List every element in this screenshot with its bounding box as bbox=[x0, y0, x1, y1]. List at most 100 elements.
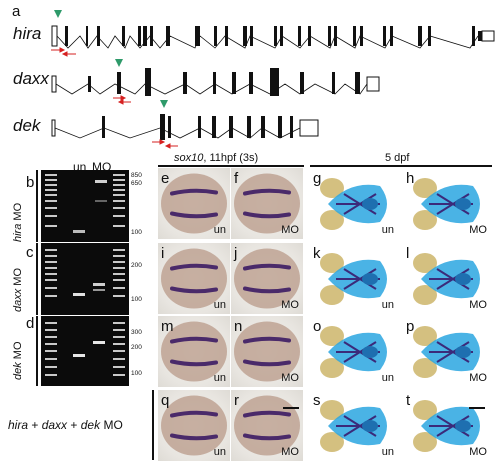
panel-letter-l: l bbox=[406, 245, 410, 262]
mo-target-arrowhead-daxx bbox=[115, 59, 123, 67]
panel-o: o un bbox=[310, 316, 398, 387]
panel-n: n MO bbox=[231, 316, 303, 387]
cartilage-core bbox=[455, 273, 471, 285]
embryo-shape bbox=[161, 173, 227, 234]
header-ish-gene: sox10 bbox=[174, 152, 204, 164]
panel-letter-r: r bbox=[234, 392, 239, 409]
condition-label-l: MO bbox=[469, 299, 487, 311]
panel-letter-s: s bbox=[313, 392, 321, 409]
panel-letter-d: d bbox=[26, 315, 35, 332]
condition-label-i: un bbox=[213, 299, 226, 311]
sox10-stain-stripe bbox=[243, 211, 291, 219]
embryo-shape bbox=[234, 321, 300, 382]
gel-row-label-hira-gene: hira bbox=[12, 223, 24, 242]
panel-letter-o: o bbox=[313, 318, 322, 335]
cartilage-core bbox=[455, 420, 471, 432]
eye-shape bbox=[320, 210, 344, 230]
eye-shape bbox=[413, 358, 437, 378]
eye-shape bbox=[320, 400, 344, 420]
panel-letter-m: m bbox=[161, 318, 174, 335]
gel-row-bracket-c bbox=[36, 243, 38, 315]
eye-shape bbox=[413, 326, 437, 346]
panel-letter-p: p bbox=[406, 318, 415, 335]
panel-letter-t: t bbox=[406, 392, 411, 409]
cartilage-core bbox=[455, 346, 471, 358]
gel-row-label-dek: dek MO bbox=[12, 341, 24, 380]
gene-label-hira: hira bbox=[13, 24, 42, 43]
panel-letter-n: n bbox=[234, 318, 243, 335]
combined-sep-2: + bbox=[67, 418, 81, 432]
gene-label-daxx: daxx bbox=[13, 69, 49, 88]
eye-shape bbox=[320, 285, 344, 305]
sox10-stain-stripe bbox=[170, 410, 218, 418]
condition-label-k: un bbox=[381, 299, 394, 311]
embryo-shape bbox=[234, 395, 300, 456]
panel-r: r MO bbox=[231, 390, 303, 461]
gel-image-daxx bbox=[41, 243, 129, 315]
combined-gene-3: dek bbox=[80, 418, 101, 432]
combined-gene-2: daxx bbox=[41, 418, 68, 432]
panel-k: k un bbox=[310, 243, 398, 314]
condition-label-j: MO bbox=[281, 299, 299, 311]
panel-i: i un bbox=[158, 243, 230, 314]
combined-row-bracket bbox=[152, 390, 154, 460]
gel-row-bracket-d bbox=[36, 316, 38, 386]
sox10-stain-stripe bbox=[170, 286, 218, 294]
sox10-stain-stripe bbox=[243, 286, 291, 294]
panel-s: s un bbox=[310, 390, 398, 461]
gel-row-label-hira: hira MO bbox=[12, 202, 24, 242]
condition-label-o: un bbox=[381, 372, 394, 384]
panel-l: l MO bbox=[403, 243, 491, 314]
gel-row-label-hira-suffix: MO bbox=[12, 202, 24, 224]
header-cartilage: 5 dpf bbox=[382, 153, 413, 164]
embryo-shape bbox=[161, 321, 227, 382]
eye-shape bbox=[320, 432, 344, 452]
panel-q: q un bbox=[158, 390, 230, 461]
mo-target-arrowhead-hira bbox=[54, 10, 62, 18]
cartilage-core bbox=[362, 420, 378, 432]
embryo-shape bbox=[234, 248, 300, 309]
cartilage-core bbox=[362, 346, 378, 358]
sox10-stain-stripe bbox=[170, 263, 218, 271]
combined-sep-1: + bbox=[28, 418, 42, 432]
header-line-cartilage bbox=[310, 165, 492, 167]
sox10-stain-stripe bbox=[170, 336, 218, 344]
sox10-stain-stripe bbox=[170, 211, 218, 219]
eye-shape bbox=[413, 285, 437, 305]
embryo-shape bbox=[161, 395, 227, 456]
panel-letter-c: c bbox=[26, 244, 34, 261]
panel-j: j MO bbox=[231, 243, 303, 314]
panel-letter-k: k bbox=[313, 245, 321, 262]
gene-model-dek bbox=[51, 100, 319, 149]
condition-label-t: MO bbox=[469, 446, 487, 458]
gel-image-hira bbox=[41, 170, 129, 242]
ladder-label-650: 650 bbox=[131, 180, 142, 187]
cartilage-core bbox=[362, 273, 378, 285]
ladder-label-200-c: 200 bbox=[131, 262, 142, 269]
condition-label-s: un bbox=[381, 446, 394, 458]
panel-letter-h: h bbox=[406, 170, 415, 187]
sox10-stain-stripe bbox=[243, 188, 291, 196]
gene-structure-diagram bbox=[51, 10, 495, 149]
panel-g: g un bbox=[310, 168, 398, 239]
scale-bar-t bbox=[469, 407, 485, 409]
header-ish-rest: , 11hpf (3s) bbox=[203, 152, 259, 164]
panel-letter-f: f bbox=[234, 170, 239, 187]
panel-letter-j: j bbox=[234, 245, 238, 262]
panel-f: f MO bbox=[231, 168, 303, 239]
condition-label-f: MO bbox=[281, 224, 299, 236]
gel-row-label-dek-suffix: MO bbox=[12, 341, 24, 363]
header-ish: sox10, 11hpf (3s) bbox=[172, 152, 261, 164]
sox10-stain-stripe bbox=[243, 410, 291, 418]
eye-shape bbox=[320, 326, 344, 346]
gel-row-label-daxx-suffix: MO bbox=[12, 267, 24, 289]
header-line-ish bbox=[158, 165, 304, 167]
ladder-label-300-d: 300 bbox=[131, 329, 142, 336]
ladder-label-100-b: 100 bbox=[131, 229, 142, 236]
gel-row-label-dek-gene: dek bbox=[12, 362, 24, 380]
combined-mo-label: hira + daxx + dek MO bbox=[8, 418, 123, 432]
sox10-stain-stripe bbox=[170, 188, 218, 196]
panel-m: m un bbox=[158, 316, 230, 387]
panel-e: e un bbox=[158, 168, 230, 239]
